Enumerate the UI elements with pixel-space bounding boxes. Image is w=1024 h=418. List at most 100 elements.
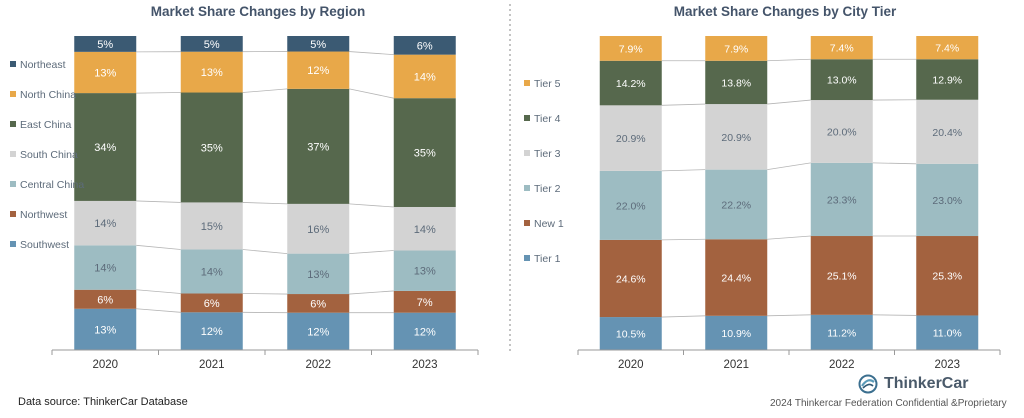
legend-swatch	[524, 220, 530, 226]
legend-swatch	[10, 151, 16, 157]
data-label: 35%	[201, 142, 223, 154]
series-connector-line	[349, 290, 394, 295]
legend-swatch	[10, 241, 16, 247]
data-label: 37%	[307, 141, 329, 153]
series-connector-line	[767, 235, 811, 240]
series-connector-line	[872, 314, 917, 316]
x-tick-label: 2020	[92, 359, 118, 371]
bar-segment	[599, 105, 662, 171]
bar-segment	[599, 170, 662, 240]
bar-segment	[705, 315, 768, 350]
series-connector-line	[242, 293, 288, 295]
bar-segment	[393, 290, 456, 313]
x-tick-label: 2022	[305, 359, 331, 371]
bar-segment	[74, 51, 137, 94]
bar-segment	[287, 253, 350, 295]
data-label: 15%	[201, 221, 223, 233]
data-label: 10.9%	[721, 328, 751, 340]
legend-label: Tier 3	[534, 148, 561, 160]
bar-segment	[599, 239, 662, 318]
legend-swatch	[10, 211, 16, 217]
data-label: 14%	[414, 224, 436, 236]
data-label: 6%	[417, 40, 433, 52]
bar-segment	[74, 245, 137, 290]
data-label: 7.9%	[619, 43, 643, 55]
bar-segment	[180, 293, 243, 313]
legend-label: East China	[20, 119, 72, 131]
legend-swatch	[524, 115, 530, 121]
bar-segment	[916, 236, 979, 316]
data-label: 24.6%	[616, 273, 646, 285]
bar-segment	[599, 317, 662, 350]
bar-segment	[287, 36, 350, 52]
series-connector-line	[349, 88, 394, 99]
data-label: 22.0%	[616, 200, 646, 212]
thinkercar-logo-icon	[858, 374, 878, 394]
legend-swatch	[10, 61, 16, 67]
legend-label: South China	[20, 149, 78, 161]
bar-segment	[393, 54, 456, 99]
bar-segment	[74, 36, 137, 52]
bar-segment	[810, 236, 873, 315]
data-label: 12.9%	[932, 74, 962, 86]
series-connector-line	[661, 238, 706, 241]
data-label: 22.2%	[721, 199, 751, 211]
bar-segment	[287, 294, 350, 313]
bar-segment	[916, 99, 979, 164]
data-label: 25.1%	[827, 270, 857, 282]
data-label: 7.4%	[935, 43, 959, 55]
legend-label: Central China	[20, 179, 84, 191]
data-label: 16%	[307, 224, 329, 236]
legend-swatch	[10, 91, 16, 97]
bar-segment	[599, 36, 662, 61]
data-label: 7%	[417, 297, 433, 309]
legend-swatch	[524, 80, 530, 86]
bar-segment	[287, 88, 350, 204]
x-tick-label: 2021	[723, 359, 749, 371]
bar-segment	[916, 315, 979, 350]
bar-segment	[810, 59, 873, 101]
data-label: 10.5%	[616, 329, 646, 341]
data-label: 20.0%	[827, 126, 857, 138]
legend-label: Tier 5	[534, 78, 561, 90]
bar-segment	[705, 239, 768, 316]
bar-segment	[810, 162, 873, 237]
data-label: 13%	[414, 266, 436, 278]
data-source-note: Data source: ThinkerCar Database	[18, 396, 188, 408]
series-connector-line	[767, 58, 811, 62]
data-label: 14%	[94, 218, 116, 230]
bar-segment	[74, 93, 137, 201]
x-tick-label: 2020	[618, 359, 644, 371]
data-label: 20.9%	[616, 133, 646, 145]
series-connector-line	[242, 202, 288, 205]
data-label: 5%	[97, 39, 113, 51]
x-tick-label: 2023	[934, 359, 960, 371]
x-tick-label: 2023	[412, 359, 438, 371]
data-label: 20.4%	[932, 127, 962, 139]
data-label: 14%	[201, 267, 223, 279]
data-label: 6%	[204, 298, 220, 310]
data-label: 12%	[307, 326, 329, 338]
data-label: 6%	[310, 298, 326, 310]
bar-segment	[287, 203, 350, 254]
bar-segment	[74, 289, 137, 309]
bar-segment	[393, 312, 456, 350]
legend-label: New 1	[534, 218, 564, 230]
bar-segment	[810, 314, 873, 350]
series-connector-line	[349, 203, 394, 208]
bar-segment	[810, 100, 873, 163]
series-connector-line	[136, 308, 181, 313]
data-label: 5%	[310, 39, 326, 51]
data-label: 7.4%	[830, 43, 854, 55]
data-label: 14%	[414, 71, 436, 83]
bar-segment	[916, 36, 979, 60]
data-label: 14%	[94, 263, 116, 275]
data-label: 12%	[307, 65, 329, 77]
series-connector-line	[349, 250, 394, 255]
series-connector-line	[242, 249, 288, 255]
legend-label: Tier 1	[534, 253, 561, 265]
data-label: 23.0%	[932, 195, 962, 207]
data-label: 25.3%	[932, 271, 962, 283]
bar-segment	[705, 169, 768, 240]
